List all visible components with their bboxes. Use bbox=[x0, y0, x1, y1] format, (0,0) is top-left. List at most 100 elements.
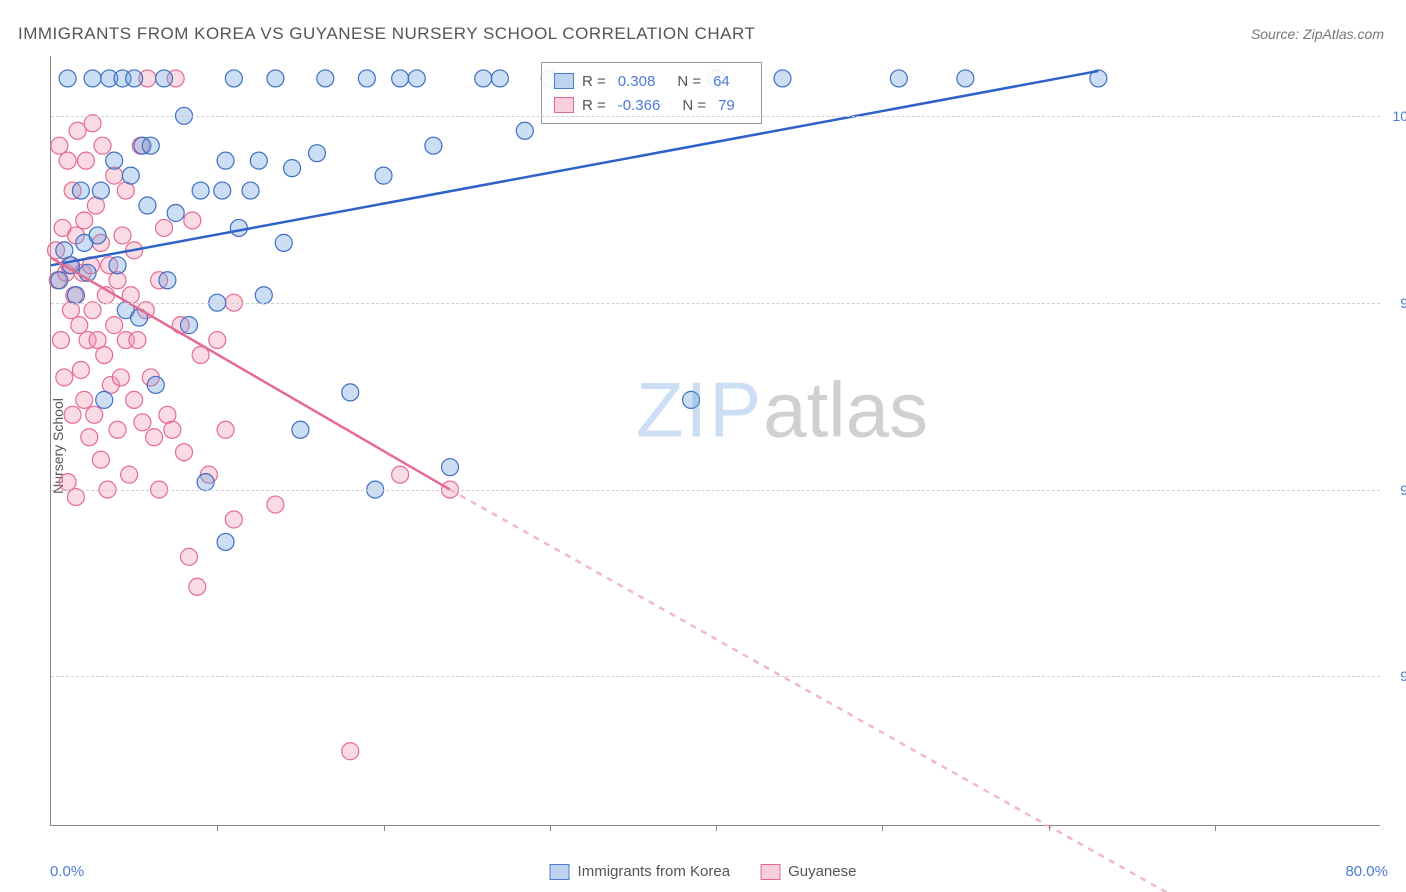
scatter-point-blue bbox=[242, 182, 259, 199]
correlation-legend: R =0.308N =64R =-0.366N =79 bbox=[541, 62, 762, 124]
scatter-point-blue bbox=[217, 152, 234, 169]
source-attribution: Source: ZipAtlas.com bbox=[1251, 26, 1384, 42]
scatter-point-blue bbox=[214, 182, 231, 199]
scatter-point-blue bbox=[156, 70, 173, 87]
legend-row: R =0.308N =64 bbox=[554, 69, 749, 93]
scatter-point-blue bbox=[957, 70, 974, 87]
scatter-point-pink bbox=[67, 489, 84, 506]
scatter-point-blue bbox=[139, 197, 156, 214]
scatter-point-blue bbox=[217, 533, 234, 550]
scatter-point-blue bbox=[147, 376, 164, 393]
scatter-point-blue bbox=[197, 474, 214, 491]
scatter-point-pink bbox=[72, 361, 89, 378]
x-tick bbox=[217, 825, 218, 831]
gridline bbox=[51, 303, 1380, 304]
scatter-point-blue bbox=[309, 145, 326, 162]
x-tick bbox=[882, 825, 883, 831]
trend-line-pink-extrapolated bbox=[450, 490, 1248, 892]
scatter-point-blue bbox=[392, 70, 409, 87]
scatter-point-blue bbox=[159, 272, 176, 289]
scatter-point-pink bbox=[134, 414, 151, 431]
scatter-point-pink bbox=[52, 332, 69, 349]
r-value: -0.366 bbox=[618, 97, 661, 114]
scatter-point-pink bbox=[112, 369, 129, 386]
scatter-point-pink bbox=[51, 137, 68, 154]
scatter-point-pink bbox=[114, 227, 131, 244]
scatter-point-blue bbox=[225, 70, 242, 87]
scatter-point-blue bbox=[96, 391, 113, 408]
legend-label: Immigrants from Korea bbox=[578, 863, 731, 880]
gridline bbox=[51, 490, 1380, 491]
scatter-point-pink bbox=[342, 743, 359, 760]
scatter-point-pink bbox=[59, 474, 76, 491]
x-tick bbox=[716, 825, 717, 831]
x-tick bbox=[550, 825, 551, 831]
scatter-point-pink bbox=[76, 391, 93, 408]
scatter-point-blue bbox=[230, 219, 247, 236]
series-legend: Immigrants from Korea Guyanese bbox=[550, 863, 857, 880]
scatter-point-pink bbox=[77, 152, 94, 169]
scatter-point-blue bbox=[408, 70, 425, 87]
scatter-point-blue bbox=[109, 257, 126, 274]
scatter-point-pink bbox=[64, 406, 81, 423]
scatter-point-blue bbox=[92, 182, 109, 199]
scatter-point-pink bbox=[92, 451, 109, 468]
y-tick-label: 97.5% bbox=[1385, 295, 1406, 311]
scatter-point-pink bbox=[84, 115, 101, 132]
scatter-point-blue bbox=[442, 459, 459, 476]
scatter-point-blue bbox=[317, 70, 334, 87]
scatter-point-pink bbox=[59, 152, 76, 169]
n-value: 64 bbox=[713, 73, 730, 90]
scatter-point-pink bbox=[56, 369, 73, 386]
scatter-point-pink bbox=[176, 444, 193, 461]
scatter-point-blue bbox=[774, 70, 791, 87]
scatter-point-pink bbox=[76, 212, 93, 229]
scatter-point-blue bbox=[250, 152, 267, 169]
scatter-point-pink bbox=[81, 429, 98, 446]
scatter-point-blue bbox=[51, 272, 68, 289]
scatter-point-blue bbox=[267, 70, 284, 87]
scatter-point-blue bbox=[142, 137, 159, 154]
scatter-point-pink bbox=[225, 511, 242, 528]
scatter-point-pink bbox=[146, 429, 163, 446]
scatter-point-blue bbox=[67, 287, 84, 304]
scatter-point-blue bbox=[59, 70, 76, 87]
scatter-point-pink bbox=[129, 332, 146, 349]
scatter-point-blue bbox=[683, 391, 700, 408]
scatter-point-blue bbox=[180, 317, 197, 334]
scatter-point-pink bbox=[392, 466, 409, 483]
scatter-point-pink bbox=[189, 578, 206, 595]
scatter-point-pink bbox=[86, 406, 103, 423]
scatter-point-blue bbox=[292, 421, 309, 438]
legend-label: Guyanese bbox=[788, 863, 856, 880]
plot-area: ZIPatlas R =0.308N =64R =-0.366N =79 92.… bbox=[50, 56, 1380, 826]
scatter-point-blue bbox=[126, 70, 143, 87]
scatter-point-pink bbox=[121, 466, 138, 483]
scatter-point-blue bbox=[255, 287, 272, 304]
scatter-point-blue bbox=[475, 70, 492, 87]
scatter-point-pink bbox=[71, 317, 88, 334]
scatter-point-pink bbox=[69, 122, 86, 139]
scatter-point-blue bbox=[890, 70, 907, 87]
scatter-point-blue bbox=[275, 234, 292, 251]
legend-item: Guyanese bbox=[760, 863, 856, 880]
chart-container: IMMIGRANTS FROM KOREA VS GUYANESE NURSER… bbox=[0, 0, 1406, 892]
legend-item: Immigrants from Korea bbox=[550, 863, 731, 880]
legend-row: R =-0.366N =79 bbox=[554, 93, 749, 117]
scatter-point-pink bbox=[96, 347, 113, 364]
scatter-point-pink bbox=[184, 212, 201, 229]
gridline bbox=[51, 116, 1380, 117]
scatter-point-blue bbox=[89, 227, 106, 244]
plot-svg bbox=[51, 56, 1380, 825]
scatter-point-blue bbox=[284, 160, 301, 177]
scatter-point-blue bbox=[491, 70, 508, 87]
scatter-point-pink bbox=[84, 302, 101, 319]
scatter-point-pink bbox=[109, 421, 126, 438]
scatter-point-pink bbox=[217, 421, 234, 438]
scatter-point-pink bbox=[267, 496, 284, 513]
legend-swatch bbox=[550, 864, 570, 880]
scatter-point-pink bbox=[180, 548, 197, 565]
scatter-point-blue bbox=[342, 384, 359, 401]
scatter-point-blue bbox=[122, 167, 139, 184]
n-value: 79 bbox=[718, 97, 735, 114]
